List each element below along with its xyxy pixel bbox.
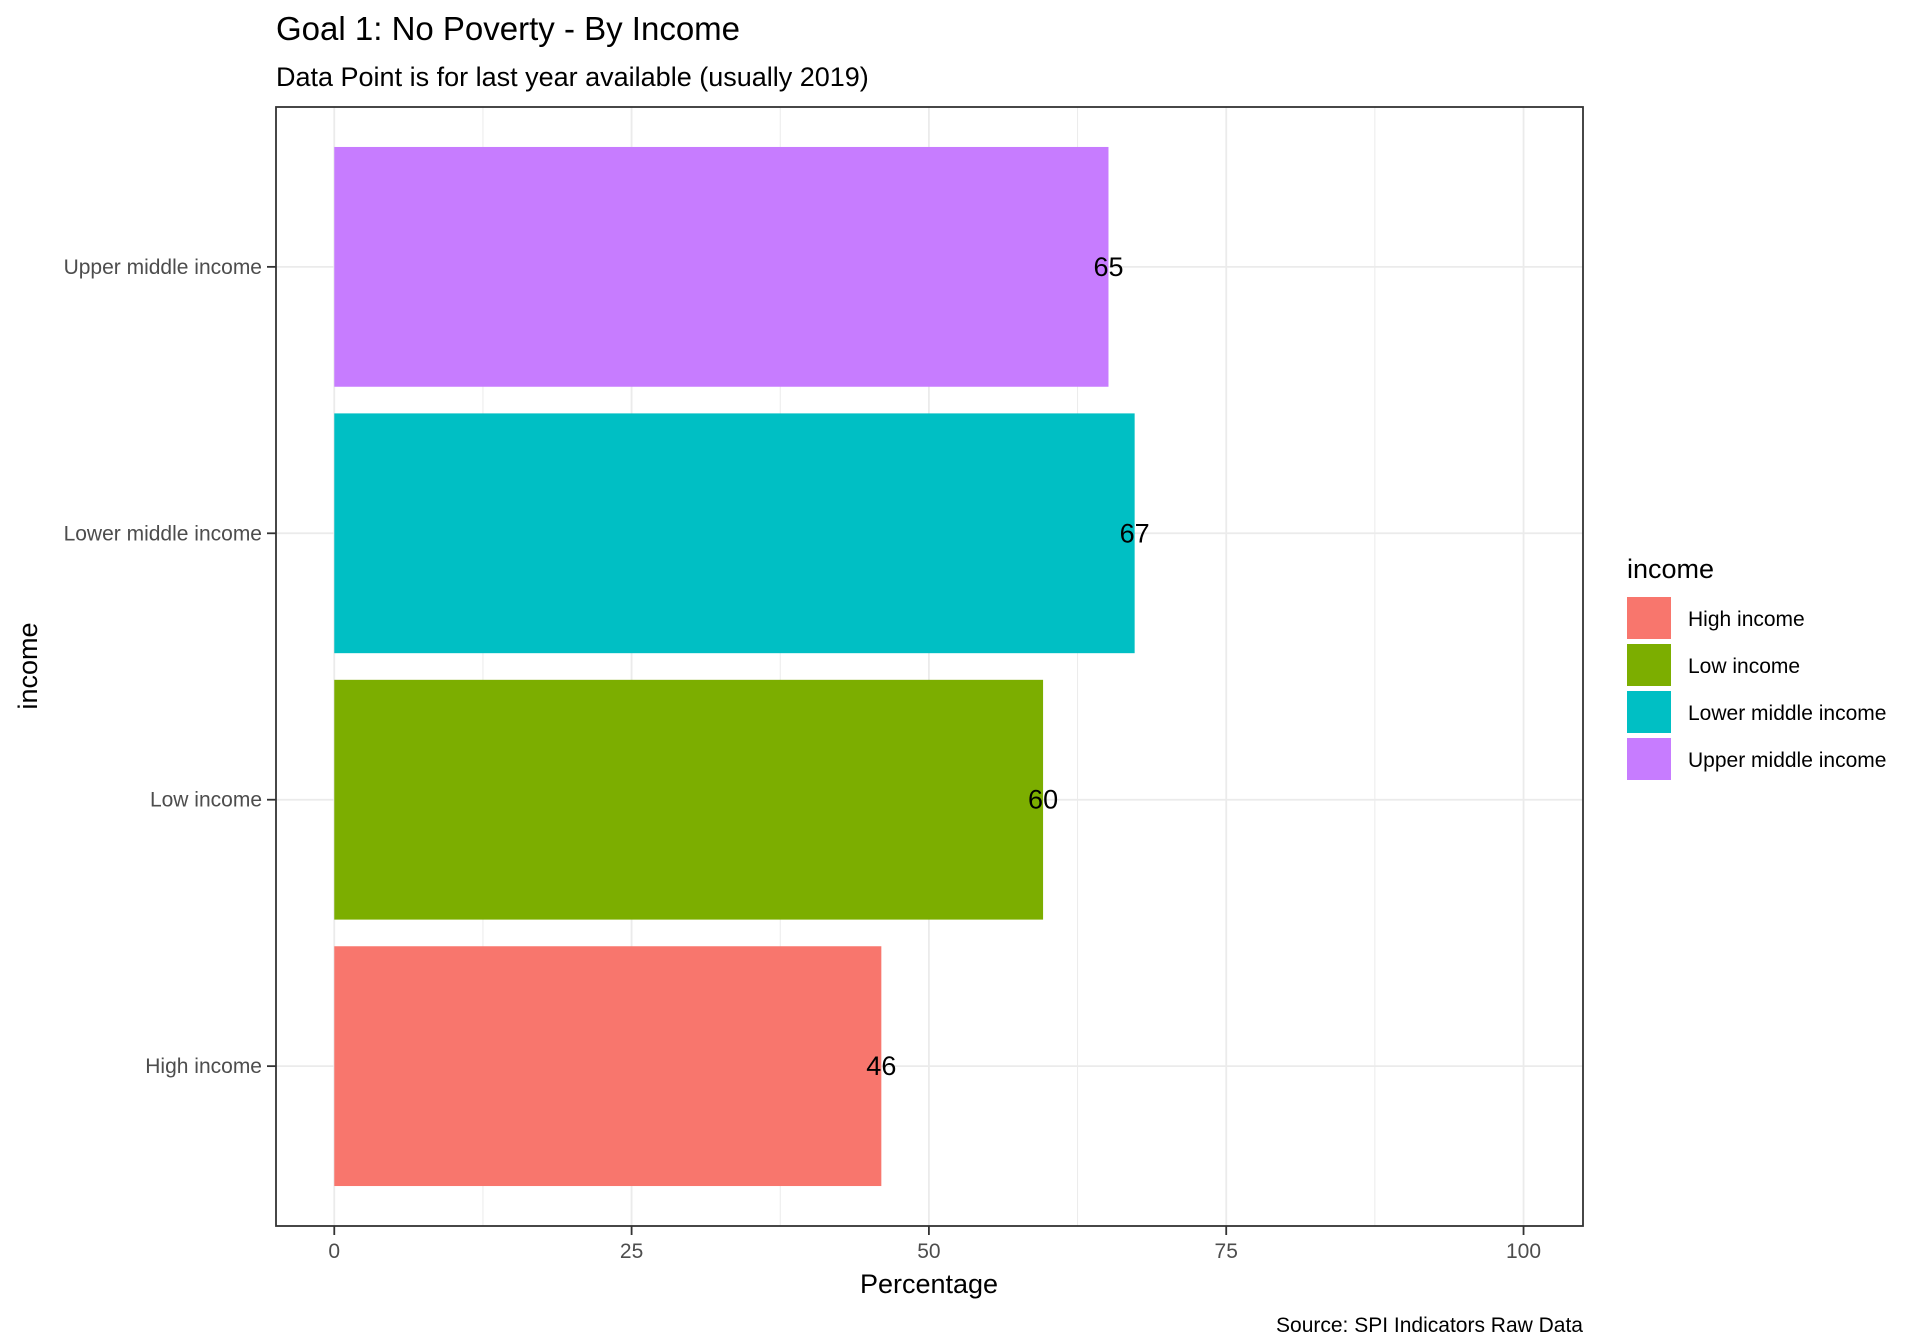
legend-key <box>1627 738 1671 780</box>
y-tick-label: Low income <box>150 789 262 812</box>
legend-label: Upper middle income <box>1688 749 1886 772</box>
chart-subtitle: Data Point is for last year available (u… <box>276 62 869 92</box>
legend-label: Lower middle income <box>1688 702 1886 725</box>
x-tick-label: 0 <box>328 1240 340 1263</box>
legend-items: High income Low income Lower middle income… <box>1627 597 1886 780</box>
bar <box>334 946 882 1187</box>
value-labels-group: 46 60 67 65 <box>866 252 1149 1081</box>
chart-title: Goal 1: No Poverty - By Income <box>276 10 740 47</box>
data-label: 65 <box>1093 252 1123 282</box>
y-axis: High income Low income Lower middle income… <box>64 256 276 1078</box>
bars-group <box>334 146 1135 1187</box>
y-tick-label: Upper middle income <box>64 256 262 279</box>
legend-label: High income <box>1688 608 1805 631</box>
bar <box>334 413 1135 654</box>
legend-label: Low income <box>1688 655 1800 678</box>
y-tick-label: Lower middle income <box>64 522 262 545</box>
legend-key <box>1627 644 1671 686</box>
legend-key <box>1627 597 1671 639</box>
x-tick-label: 25 <box>620 1240 643 1263</box>
data-label: 67 <box>1120 518 1150 548</box>
x-tick-label: 50 <box>917 1240 940 1263</box>
bar <box>334 146 1109 387</box>
x-tick-label: 100 <box>1506 1240 1541 1263</box>
x-axis-label: Percentage <box>860 1269 998 1299</box>
x-tick-label: 75 <box>1215 1240 1238 1263</box>
y-tick-label: High income <box>145 1055 262 1078</box>
data-label: 46 <box>866 1051 896 1081</box>
y-axis-label: income <box>13 622 43 709</box>
x-axis: 0 25 50 75 100 <box>328 1226 1541 1263</box>
legend-key <box>1627 691 1671 733</box>
chart-caption: Source: SPI Indicators Raw Data <box>1276 1314 1583 1337</box>
data-label: 60 <box>1028 785 1058 815</box>
legend-title: income <box>1627 554 1714 584</box>
bar <box>334 679 1044 920</box>
legend: income High income Low income Lower middle… <box>1627 554 1886 780</box>
